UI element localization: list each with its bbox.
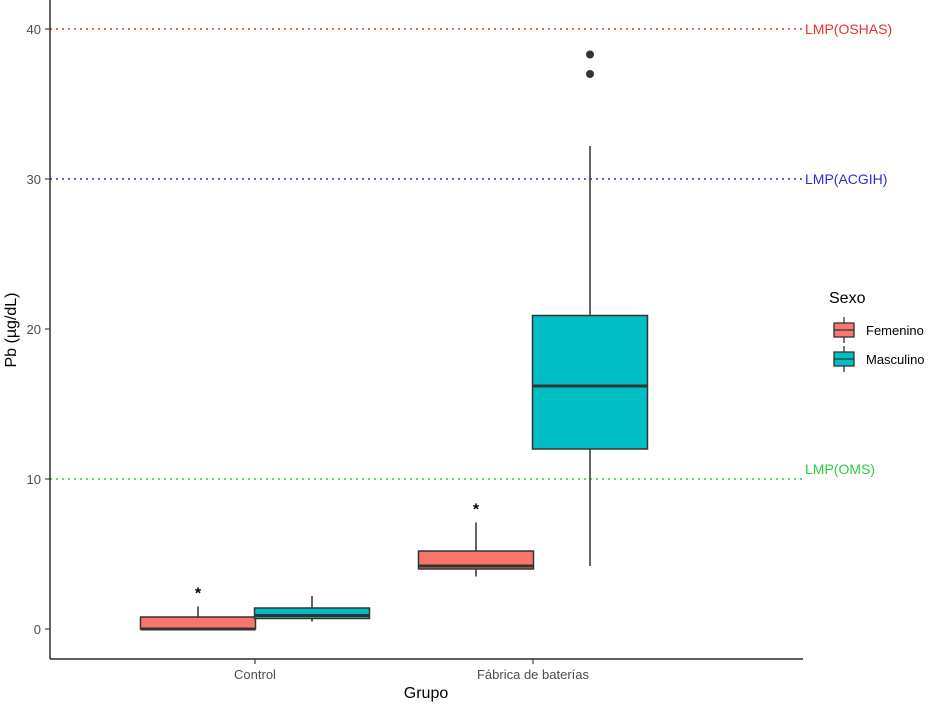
legend-title: Sexo — [829, 290, 866, 307]
y-tick-label: 0 — [34, 622, 41, 637]
reference-line-label: LMP(ACGIH) — [805, 171, 887, 187]
box — [531, 314, 649, 450]
outlier-point — [586, 50, 594, 59]
x-ticks: Control Fábrica de baterías — [234, 659, 589, 682]
legend: Sexo Femenino Masculino — [829, 290, 925, 372]
reference-line-label: LMP(OSHAS) — [805, 21, 892, 37]
y-ticks: 0 10 20 30 40 — [27, 22, 50, 637]
y-tick-label: 10 — [27, 472, 41, 487]
reference-lines: LMP(OSHAS) LMP(ACGIH) LMP(OMS) — [50, 21, 892, 480]
reference-line-label: LMP(OMS) — [805, 461, 875, 477]
legend-label: Femenino — [866, 323, 924, 338]
x-axis-label: Grupo — [404, 685, 449, 702]
box-layer: ** — [139, 50, 649, 631]
outlier-point — [586, 70, 594, 78]
y-tick-label: 40 — [27, 22, 41, 37]
significance-annotation: * — [473, 502, 480, 519]
y-axis-label: Pb (µg/dL) — [3, 292, 20, 367]
x-tick-label: Control — [234, 667, 276, 682]
legend-label: Masculino — [866, 352, 925, 367]
y-tick-label: 30 — [27, 172, 41, 187]
significance-annotation: * — [195, 586, 202, 603]
box — [253, 607, 371, 620]
box — [139, 616, 257, 630]
y-tick-label: 20 — [27, 322, 41, 337]
x-tick-label: Fábrica de baterías — [477, 667, 590, 682]
